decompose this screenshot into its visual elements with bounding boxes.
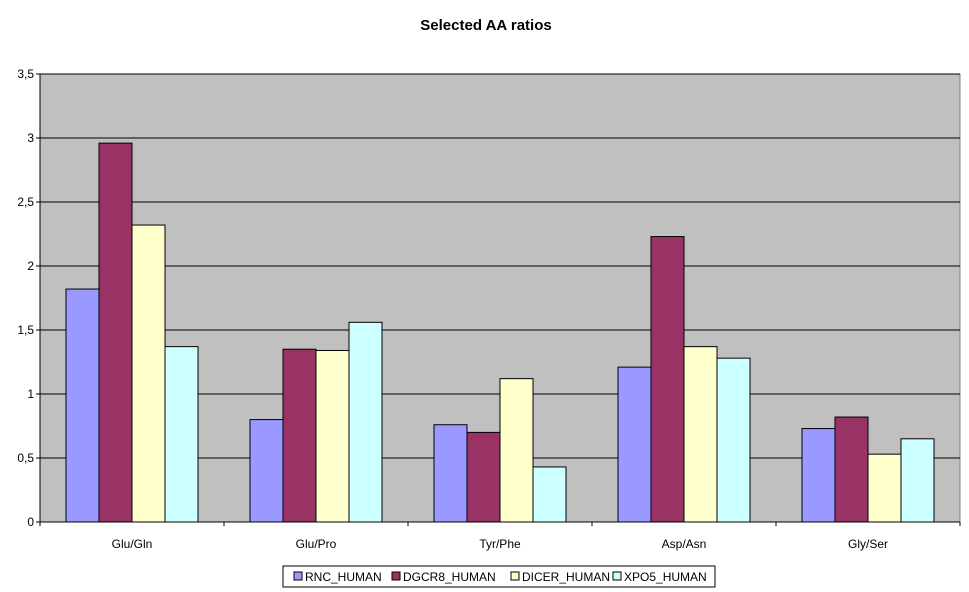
bar-xpo5-human-3 xyxy=(716,357,751,523)
chart-title: Selected AA ratios xyxy=(420,17,551,34)
y-tick-label: 1,5 xyxy=(17,323,34,337)
x-tick-label: Glu/Gln xyxy=(112,537,153,551)
x-tick-label: Tyr/Phe xyxy=(479,537,521,551)
y-tick-label: 2,5 xyxy=(17,195,34,209)
legend-swatch xyxy=(293,571,303,581)
legend-label: DGCR8_HUMAN xyxy=(403,570,496,584)
y-tick-label: 3,5 xyxy=(17,67,34,81)
bar-dgcr8-human-0 xyxy=(98,142,133,523)
bar-dgcr8-human-2 xyxy=(466,431,501,523)
x-tick-label: Gly/Ser xyxy=(848,537,888,551)
bar-rnc-human-3 xyxy=(617,366,652,523)
bar-rnc-human-1 xyxy=(249,419,284,523)
bar-rnc-human-2 xyxy=(433,424,468,523)
bar-rnc-human-4 xyxy=(801,428,836,523)
x-tick-label: Asp/Asn xyxy=(662,537,707,551)
y-tick-label: 2 xyxy=(27,259,34,273)
bar-xpo5-human-4 xyxy=(900,438,935,523)
y-tick-label: 3 xyxy=(27,131,34,145)
y-tick-label: 0 xyxy=(27,515,34,529)
bar-dgcr8-human-4 xyxy=(834,416,869,523)
legend-box xyxy=(282,565,716,588)
legend: RNC_HUMAN DGCR8_HUMAN DICER_HUMAN XPO5_HUMA… xyxy=(282,565,716,588)
bars xyxy=(65,142,935,523)
legend-label: DICER_HUMAN xyxy=(522,570,610,584)
legend-swatch xyxy=(510,571,520,581)
legend-swatch xyxy=(612,571,622,581)
bar-dicer-human-2 xyxy=(499,378,534,523)
legend-swatch xyxy=(391,571,401,581)
y-axis: 0 0,5 1 1,5 2 2,5 3 3,5 xyxy=(17,67,41,529)
bar-xpo5-human-2 xyxy=(532,466,567,523)
bar-dgcr8-human-3 xyxy=(650,236,685,523)
bar-rnc-human-0 xyxy=(65,288,100,523)
legend-label: RNC_HUMAN xyxy=(305,570,382,584)
bar-dicer-human-0 xyxy=(131,224,166,523)
y-tick-label: 0,5 xyxy=(17,451,34,465)
bar-dgcr8-human-1 xyxy=(282,348,317,523)
x-axis: Glu/Gln Glu/Pro Tyr/Phe Asp/Asn Gly/Ser xyxy=(39,521,961,551)
legend-label: XPO5_HUMAN xyxy=(624,570,707,584)
bar-dicer-human-1 xyxy=(315,349,350,523)
x-tick-label: Glu/Pro xyxy=(296,537,337,551)
y-tick-label: 1 xyxy=(27,387,34,401)
bar-xpo5-human-1 xyxy=(348,321,383,523)
bar-xpo5-human-0 xyxy=(164,346,199,523)
bar-dicer-human-4 xyxy=(867,453,902,523)
bar-dicer-human-3 xyxy=(683,346,718,523)
